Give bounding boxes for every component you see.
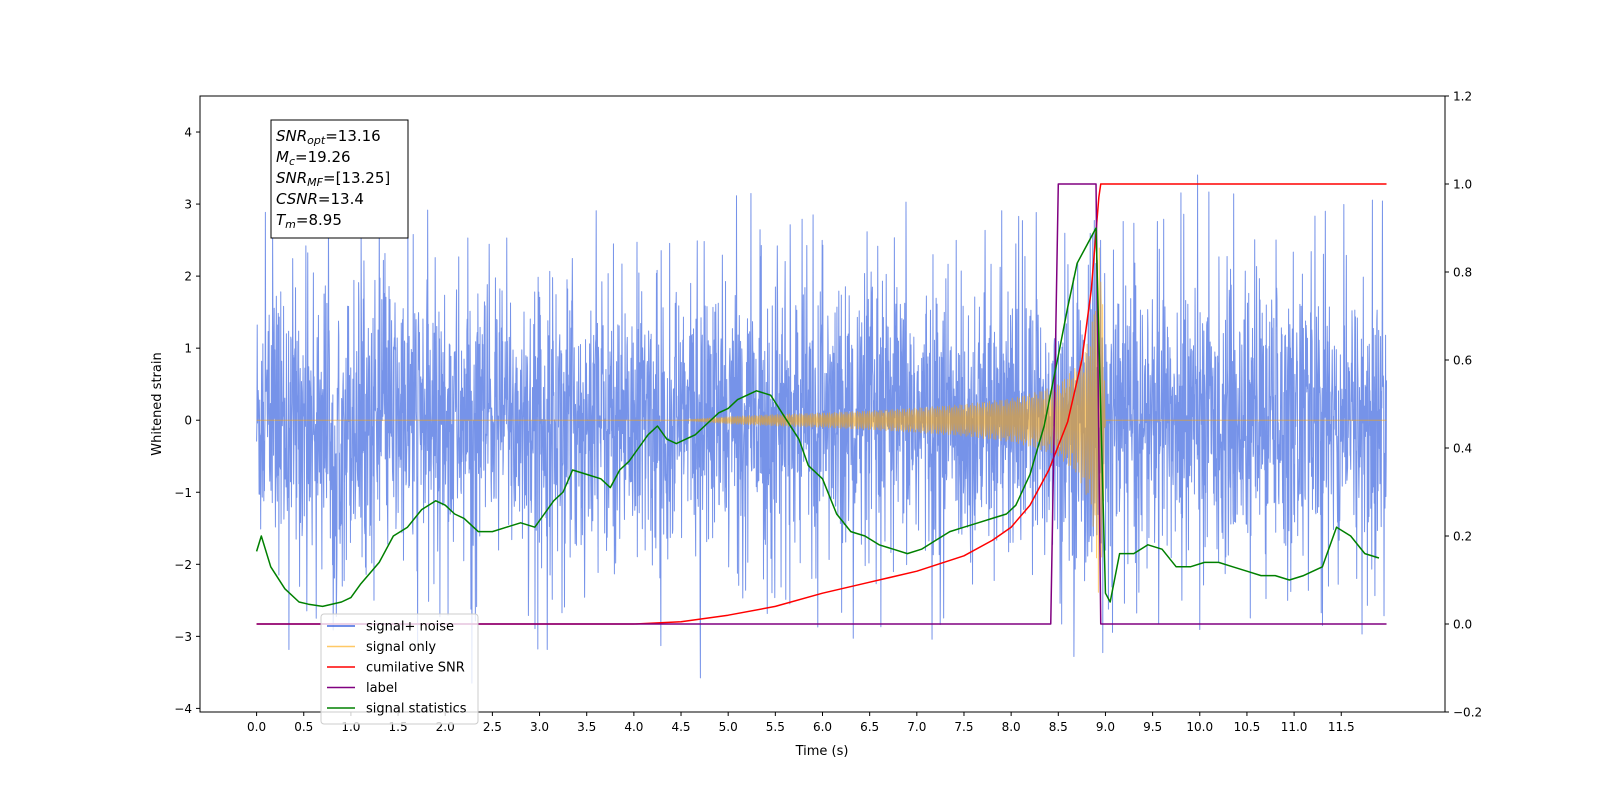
x-tick-label: 7.5: [954, 720, 973, 734]
annotation-box: SNRopt=13.16Mc=19.26SNRMF=[13.25]CSNR=13…: [270, 119, 409, 239]
x-tick-label: 11.5: [1328, 720, 1355, 734]
x-tick-label: 5.5: [766, 720, 785, 734]
y2-tick-label: 0.0: [1453, 618, 1472, 632]
x-tick-label: 2.5: [483, 720, 502, 734]
annotation-subscript: c: [289, 155, 295, 168]
annotation-line: Tm=8.95: [276, 211, 342, 231]
annotation-line: CSNR=13.4: [276, 190, 364, 208]
annotation-line: Mc=19.26: [276, 148, 351, 168]
legend-label: signal+ noise: [366, 620, 454, 635]
x-tick-label: 9.5: [1143, 720, 1162, 734]
plot-area: [255, 174, 1388, 684]
y-tick-label: −3: [174, 630, 192, 644]
annotation-line: SNRopt=13.16: [276, 127, 381, 147]
x-tick-label: 10.0: [1186, 720, 1213, 734]
annotation-symbol: M: [276, 148, 289, 166]
x-tick-label: 8.5: [1049, 720, 1068, 734]
annotation-subscript: opt: [307, 134, 326, 147]
x-tick-label: 9.0: [1096, 720, 1115, 734]
y2-tick-label: 0.4: [1453, 442, 1472, 456]
annotation-value: =19.26: [295, 148, 351, 166]
y-axis-label: Whitened strain: [150, 352, 165, 455]
y-tick-label: 2: [184, 270, 192, 284]
y2-tick-label: 0.8: [1453, 266, 1472, 280]
annotation-value: =13.4: [318, 190, 364, 208]
x-tick-label: 7.0: [907, 720, 926, 734]
legend-label: signal only: [366, 640, 436, 655]
legend: signal+ noise signal only cumilative SNR la…: [320, 613, 479, 725]
x-tick-label: 8.0: [1002, 720, 1021, 734]
x-tick-label: 4.5: [671, 720, 690, 734]
annotation-line: SNRMF=[13.25]: [276, 169, 390, 189]
annotation-symbol: SNR: [276, 169, 307, 187]
legend-label: cumilative SNR: [366, 661, 465, 676]
y-tick-label: −2: [174, 558, 192, 572]
annotation-frame: [270, 119, 409, 239]
y2-tick-label: 0.6: [1453, 354, 1472, 368]
series-signal-only: [256, 247, 1387, 593]
series-label: [256, 183, 1387, 625]
x-tick-label: 3.5: [577, 720, 596, 734]
series-signal-statistics: [255, 227, 1380, 608]
series-cumilative-snr: [256, 183, 1387, 625]
annotation-symbol: SNR: [276, 127, 307, 145]
legend-label: label: [366, 681, 397, 696]
y2-tick-label: 1.0: [1453, 178, 1472, 192]
y2-tick-label: −0.2: [1453, 706, 1482, 720]
legend-frame: [320, 613, 479, 725]
annotation-value: =13.16: [325, 127, 381, 145]
y-axis-right: 1.2 1.0 0.8 0.6 0.4 0.2 0.0 −0.2: [1445, 90, 1482, 720]
x-tick-label: 3.0: [530, 720, 549, 734]
y-tick-label: 4: [184, 126, 192, 140]
x-tick-label: 0.0: [247, 720, 266, 734]
y-axis-left: 4 3 2 1 0 −1 −2 −3 −4: [174, 126, 200, 716]
annotation-subscript: m: [285, 218, 296, 231]
x-tick-label: 5.0: [719, 720, 738, 734]
x-tick-label: 6.0: [813, 720, 832, 734]
annotation-symbol: T: [276, 211, 287, 229]
x-tick-label: 4.0: [624, 720, 643, 734]
y-tick-label: 0: [184, 414, 192, 428]
series-signal-noise: [256, 174, 1388, 684]
y2-tick-label: 1.2: [1453, 90, 1472, 104]
y-tick-label: −4: [174, 702, 192, 716]
annotation-value: =[13.25]: [323, 169, 390, 187]
x-tick-label: 10.5: [1234, 720, 1261, 734]
x-tick-label: 11.0: [1281, 720, 1308, 734]
x-axis-label: Time (s): [795, 744, 849, 759]
annotation-value: =8.95: [296, 211, 342, 229]
y-tick-label: −1: [174, 486, 192, 500]
x-tick-label: 0.5: [294, 720, 313, 734]
y-tick-label: 1: [184, 342, 192, 356]
legend-label: signal statistics: [366, 702, 467, 717]
y2-tick-label: 0.2: [1453, 530, 1472, 544]
x-tick-label: 6.5: [860, 720, 879, 734]
y-tick-label: 3: [184, 198, 192, 212]
annotation-subscript: MF: [307, 176, 323, 189]
annotation-symbol: CSNR: [276, 190, 318, 208]
